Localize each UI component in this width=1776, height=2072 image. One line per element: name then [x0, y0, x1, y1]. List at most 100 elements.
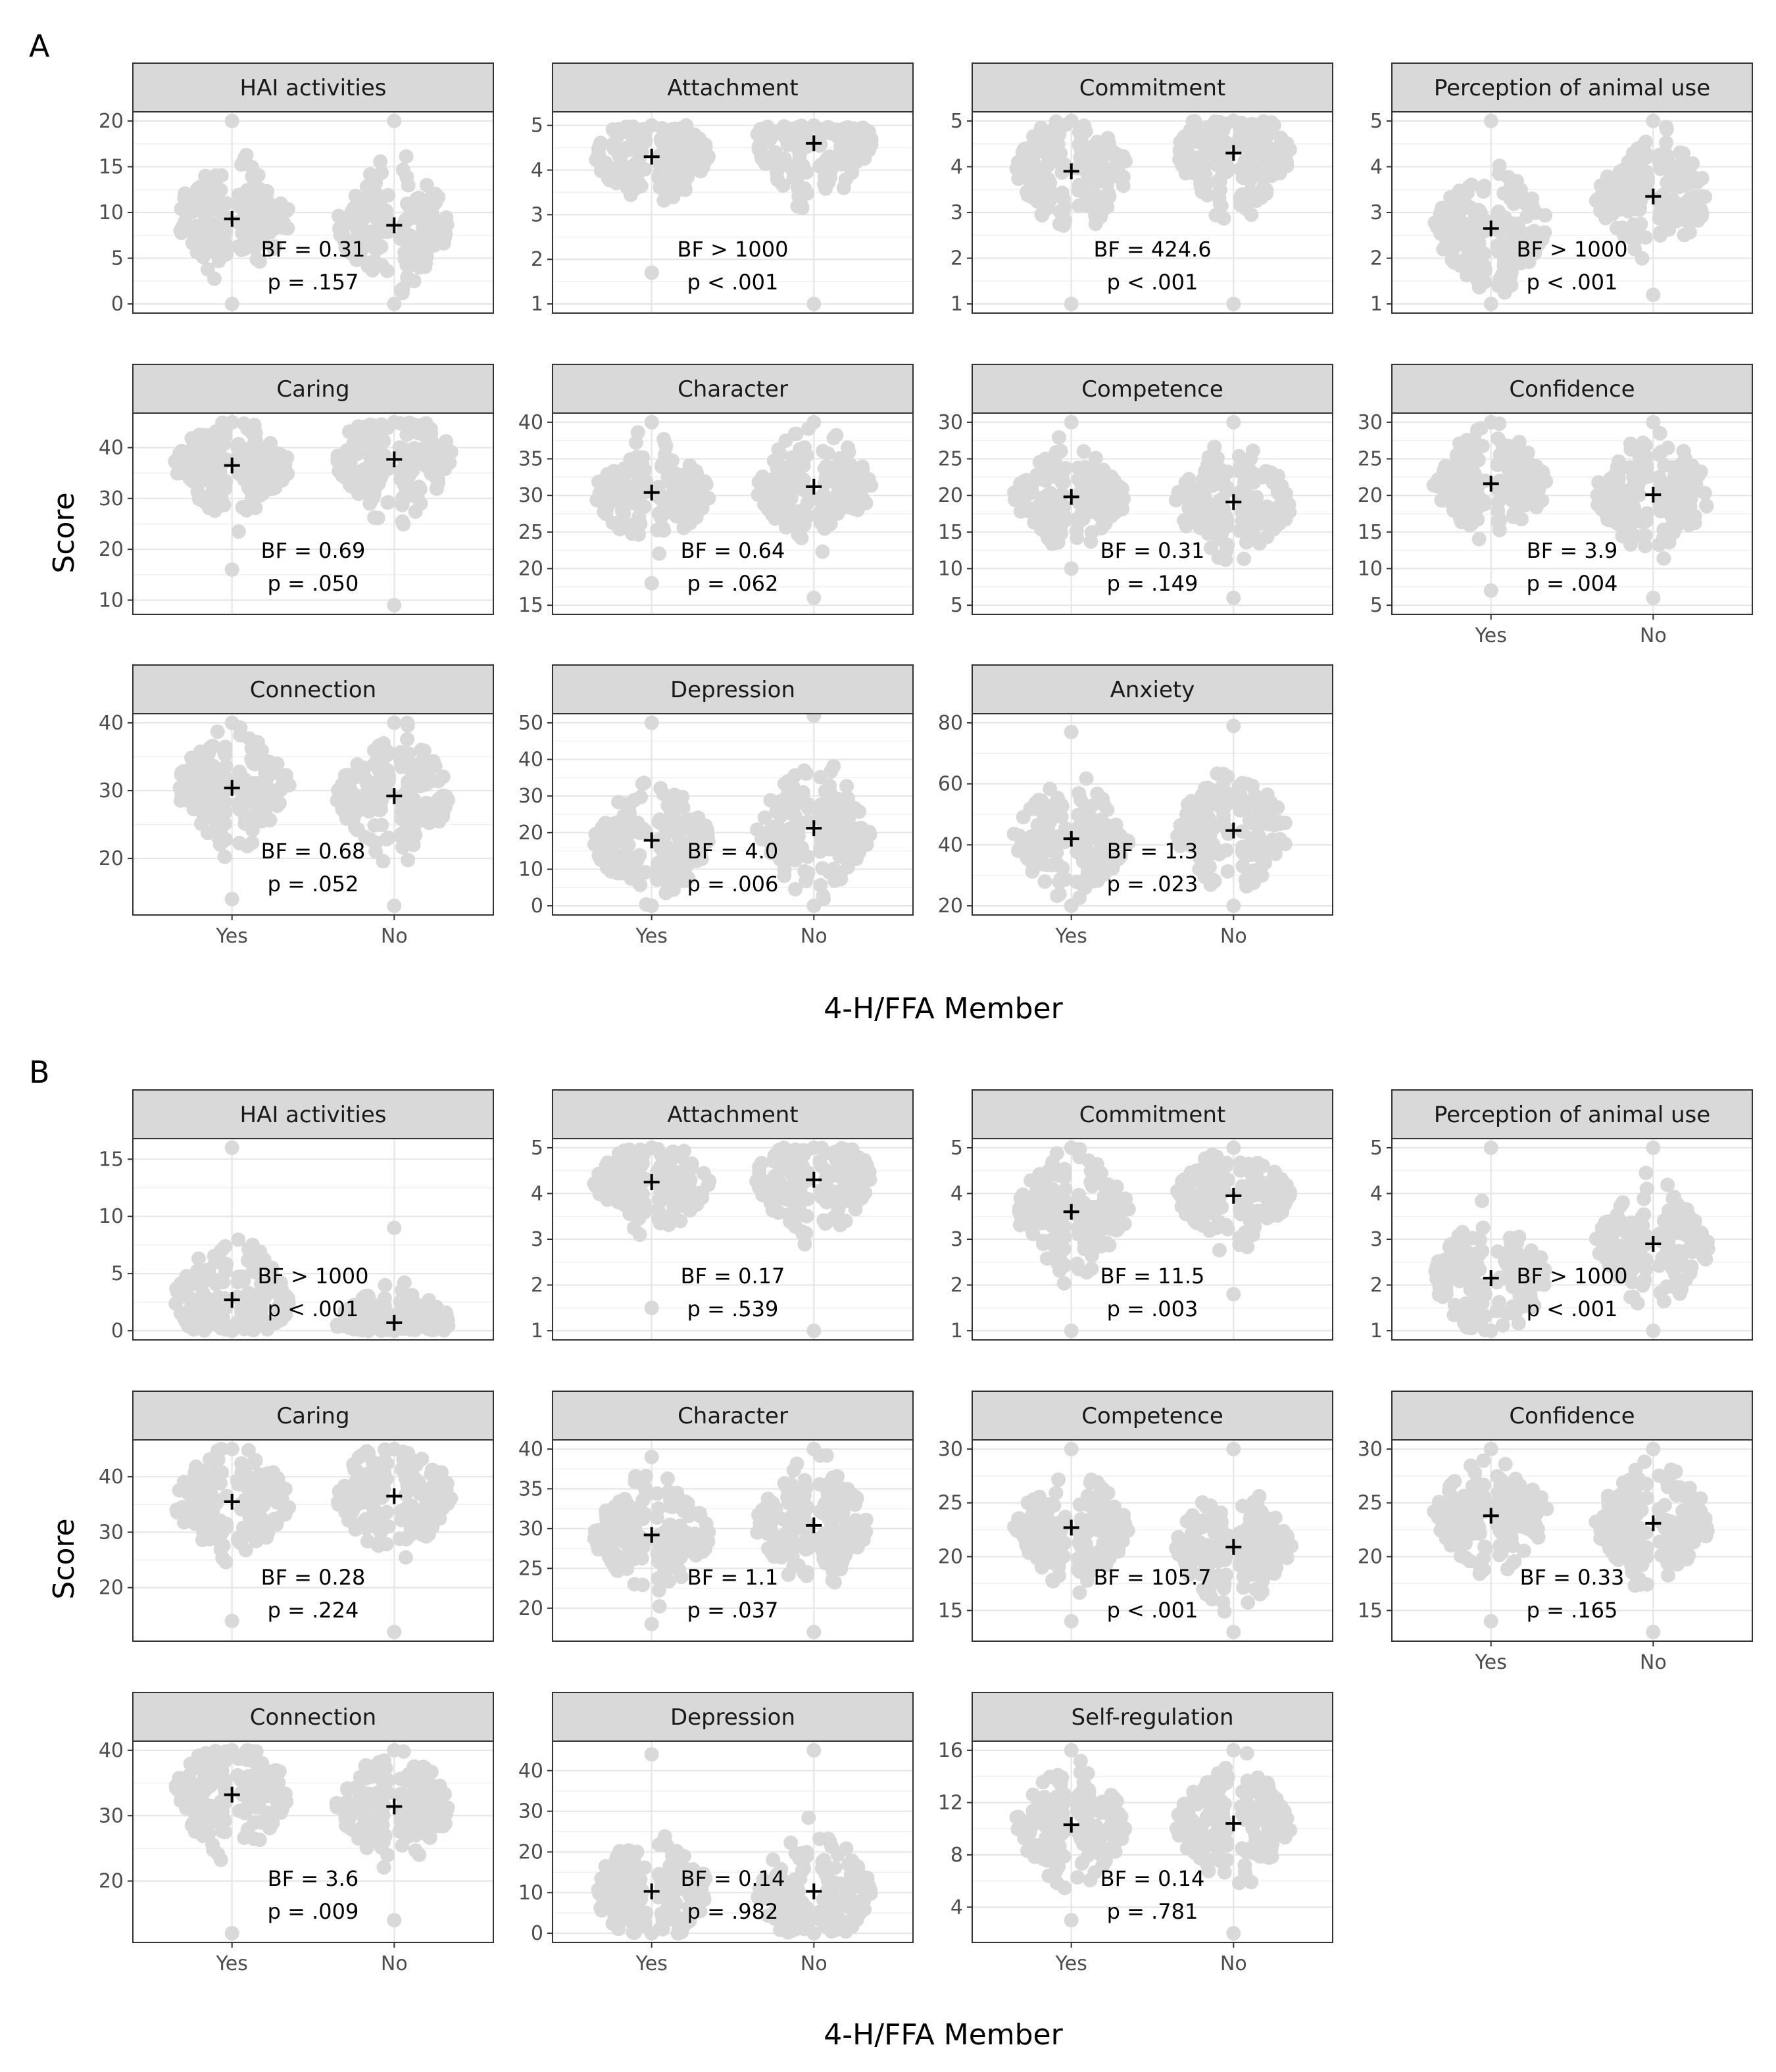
data-point: [695, 160, 710, 175]
data-point: [1247, 788, 1262, 803]
mean-marker: [806, 135, 822, 151]
data-point: [1018, 160, 1033, 175]
data-point: [362, 480, 378, 495]
data-point: [1043, 492, 1058, 507]
data-point: [399, 427, 414, 442]
data-point: [1658, 145, 1673, 160]
data-point: [249, 1303, 264, 1318]
data-point: [399, 445, 414, 460]
data-point: [1053, 872, 1068, 887]
bf-label: BF = 0.31: [261, 237, 366, 262]
data-point: [1676, 146, 1691, 161]
data-point: [674, 502, 689, 517]
y-tick-label: 0: [111, 293, 124, 316]
data-point: [1215, 164, 1230, 180]
data-point: [231, 797, 246, 812]
data-point: [693, 1185, 708, 1200]
y-tick-label: 20: [938, 895, 963, 918]
data-point: [1687, 189, 1702, 204]
data-point: [1633, 194, 1648, 209]
facet-title: Depression: [670, 677, 795, 703]
data-point: [224, 1140, 239, 1155]
data-point: [1646, 287, 1661, 303]
data-point: [260, 184, 275, 199]
data-point: [794, 1148, 809, 1163]
data-point: [332, 221, 347, 236]
p-value-label: p = .052: [268, 872, 359, 897]
data-point: [191, 451, 206, 466]
data-point: [1045, 138, 1060, 153]
data-point: [376, 218, 391, 234]
y-tick-label: 25: [518, 521, 543, 544]
data-point: [1270, 800, 1285, 815]
data-point: [791, 189, 806, 204]
data-point: [806, 1323, 822, 1339]
data-point: [1048, 114, 1064, 129]
data-point: [1453, 449, 1468, 464]
data-point: [395, 281, 410, 296]
data-point: [1226, 297, 1241, 312]
data-point: [244, 492, 259, 507]
data-point: [846, 501, 861, 516]
data-point: [395, 497, 410, 512]
data-point: [826, 430, 841, 445]
data-point: [209, 812, 224, 827]
data-point: [339, 443, 355, 458]
data-point: [1064, 899, 1079, 914]
y-tick-label: 20: [518, 822, 543, 845]
data-point: [836, 816, 851, 831]
data-point: [1612, 175, 1627, 190]
data-point: [772, 485, 787, 500]
facet-title: Caring: [276, 376, 349, 403]
x-tick-label: Yes: [635, 925, 667, 948]
y-tick-label: 35: [518, 448, 543, 471]
bf-label: BF = 0.31: [1100, 538, 1205, 563]
data-point: [1031, 161, 1047, 176]
plot-border: [552, 111, 914, 314]
data-point: [1079, 771, 1094, 786]
data-point: [796, 503, 811, 518]
data-point: [248, 426, 263, 441]
data-point: [1598, 182, 1614, 197]
data-point: [652, 546, 667, 561]
data-point: [1252, 469, 1268, 484]
data-point: [181, 1319, 196, 1334]
data-point: [1056, 218, 1071, 233]
data-point: [841, 440, 856, 455]
data-point: [1627, 241, 1642, 257]
data-point: [190, 484, 205, 499]
data-point: [1106, 478, 1121, 493]
data-point: [1492, 166, 1507, 182]
data-point: [797, 440, 812, 455]
data-point: [1231, 449, 1246, 464]
y-tick-label: 30: [518, 484, 543, 507]
data-point: [622, 1206, 637, 1221]
data-point: [824, 835, 839, 851]
data-point: [1088, 451, 1103, 466]
data-point: [267, 239, 282, 254]
data-point: [789, 129, 804, 144]
y-tick-label: 4: [531, 1182, 543, 1205]
data-point: [697, 474, 712, 489]
data-point: [653, 157, 668, 172]
data-point: [373, 154, 388, 169]
data-point: [439, 433, 454, 449]
data-point: [816, 443, 831, 458]
data-point: [600, 166, 615, 182]
data-point: [251, 776, 266, 791]
data-point: [370, 749, 385, 764]
data-point: [211, 1297, 226, 1312]
data-point: [1217, 785, 1232, 801]
data-point: [1239, 201, 1254, 216]
data-point: [1232, 460, 1247, 476]
data-point: [1072, 514, 1087, 530]
data-point: [1056, 510, 1072, 526]
data-point: [1460, 433, 1475, 448]
y-tick-label: 30: [99, 487, 124, 510]
data-point: [231, 1270, 246, 1285]
data-point: [435, 806, 451, 822]
y-tick-label: 5: [1370, 594, 1383, 617]
